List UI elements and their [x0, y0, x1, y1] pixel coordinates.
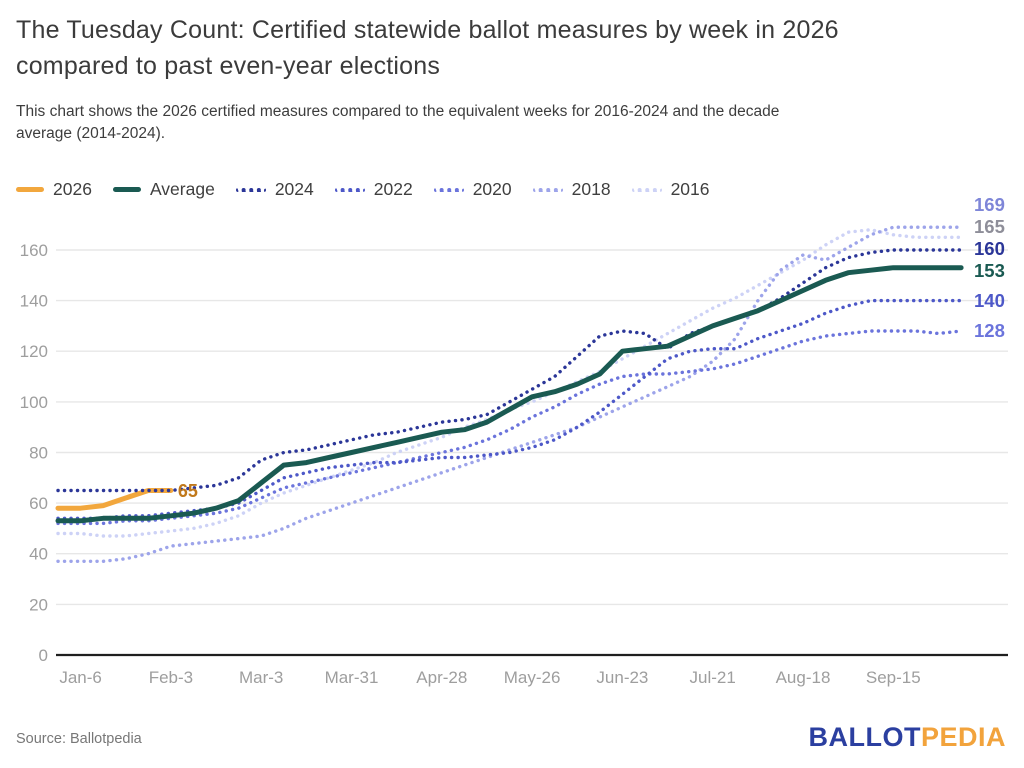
y-tick-label: 20 — [29, 595, 48, 614]
y-tick-label: 100 — [20, 393, 48, 412]
legend-swatch-2016 — [631, 187, 662, 192]
y-tick-label: 120 — [20, 342, 48, 361]
legend-swatch-average — [112, 187, 141, 192]
end-value-label-average: 153 — [974, 260, 1005, 281]
legend-item-average: Average — [112, 179, 215, 200]
legend-swatch-2020 — [433, 187, 464, 192]
logo-text-ballot: BALLOT — [808, 722, 921, 752]
end-value-label-2022: 140 — [974, 290, 1005, 311]
y-tick-label: 160 — [20, 241, 48, 260]
x-tick-label: Jul-21 — [690, 668, 736, 687]
legend-label: 2018 — [571, 179, 611, 199]
series-line-2020 — [56, 329, 963, 526]
y-tick-label: 60 — [29, 494, 48, 513]
subtitle-line-1: This chart shows the 2026 certified meas… — [16, 103, 780, 120]
source-credit: Source: Ballotpedia — [16, 731, 142, 747]
x-tick-label: Mar-31 — [325, 668, 379, 687]
x-tick-label: May-26 — [504, 668, 561, 687]
legend-label: 2022 — [373, 179, 413, 199]
ballotpedia-logo: BALLOTPEDIA — [808, 722, 1006, 753]
y-tick-label: 140 — [20, 292, 48, 311]
legend-item-2026: 2026 — [16, 179, 92, 200]
legend-item-2016: 2016 — [631, 179, 710, 200]
legend-item-2018: 2018 — [532, 179, 611, 200]
legend-item-2024: 2024 — [235, 179, 314, 200]
legend-label: 2026 — [53, 179, 92, 199]
end-value-label-2020: 128 — [974, 320, 1005, 341]
page-title: The Tuesday Count: Certified statewide b… — [16, 12, 1016, 84]
logo-text-pedia: PEDIA — [920, 722, 1006, 752]
legend-label: 2020 — [472, 179, 512, 199]
legend-label: 2024 — [274, 179, 314, 199]
series-line-2026 — [55, 488, 174, 511]
legend-swatch-2018 — [532, 187, 563, 192]
x-tick-label: Jun-23 — [596, 668, 648, 687]
x-tick-label: Mar-3 — [239, 668, 283, 687]
y-tick-label: 80 — [29, 444, 48, 463]
x-tick-label: Feb-3 — [149, 668, 193, 687]
legend-swatch-2026 — [16, 187, 44, 192]
end-value-label-2018: 169 — [974, 194, 1005, 215]
y-tick-label: 40 — [29, 545, 48, 564]
legend-item-2020: 2020 — [433, 179, 512, 200]
x-tick-label: Aug-18 — [776, 668, 831, 687]
legend-swatch-2024 — [235, 187, 266, 192]
legend-label: 2016 — [670, 179, 710, 199]
series-line-2024 — [56, 248, 963, 493]
x-tick-label: Jan-6 — [59, 668, 102, 687]
chart-legend: 2026 Average 2024 2022 2020 2018 2016 — [16, 179, 710, 200]
subtitle-line-2: average (2014-2024). — [16, 125, 166, 142]
x-tick-label: Sep-15 — [866, 668, 921, 687]
legend-swatch-2022 — [334, 187, 365, 192]
legend-item-2022: 2022 — [334, 179, 413, 200]
end-value-label-2016: 165 — [974, 216, 1005, 237]
y-tick-label: 0 — [39, 646, 48, 665]
title-line-2: compared to past even-year elections — [16, 52, 441, 80]
end-value-label-2024: 160 — [974, 238, 1005, 259]
legend-label: Average — [149, 179, 215, 199]
x-tick-label: Apr-28 — [416, 668, 467, 687]
series-line-2018 — [56, 225, 963, 563]
chart-subtitle: This chart shows the 2026 certified meas… — [16, 101, 1016, 145]
annotation-2026-value: 65 — [178, 481, 198, 501]
title-line-1: The Tuesday Count: Certified statewide b… — [16, 16, 839, 44]
series-line-average — [55, 265, 964, 524]
